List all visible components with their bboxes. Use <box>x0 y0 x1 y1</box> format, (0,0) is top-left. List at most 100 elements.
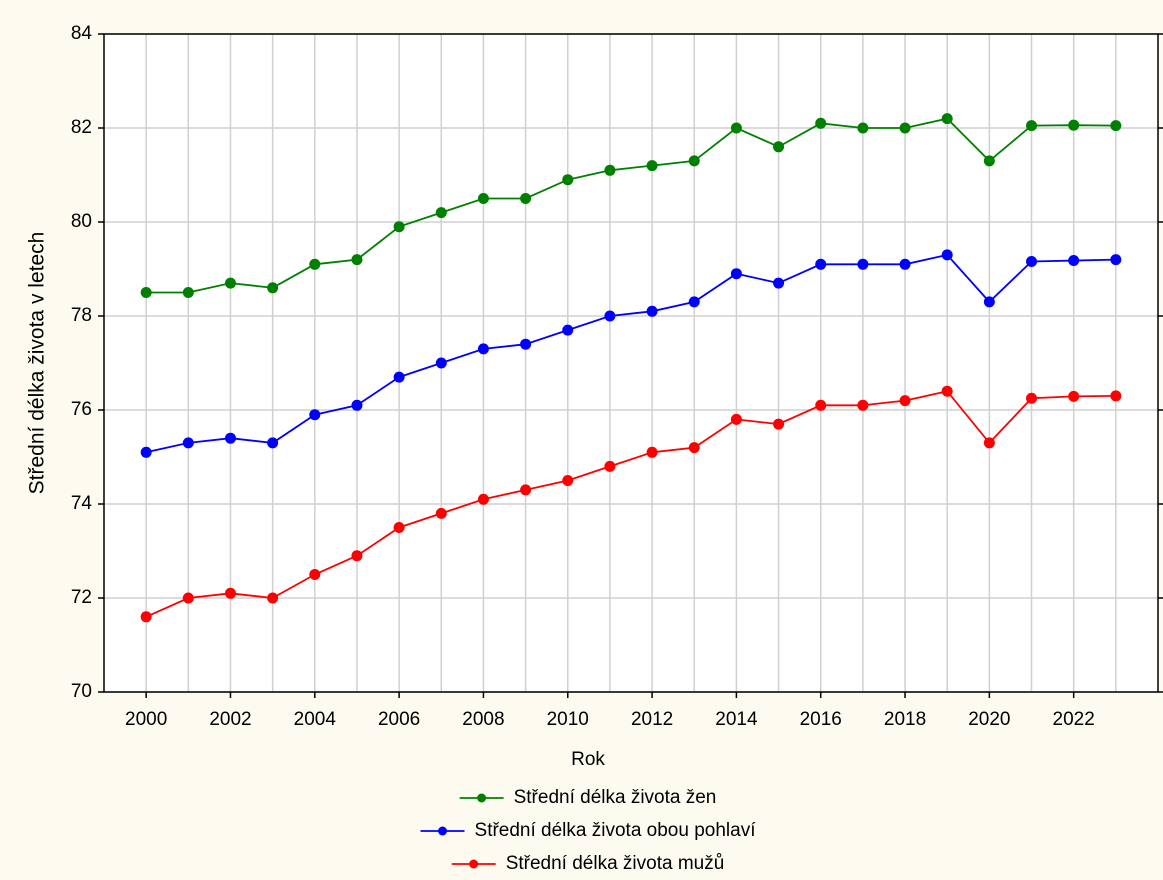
point <box>477 193 489 204</box>
point <box>309 409 321 421</box>
point <box>604 310 616 322</box>
point <box>857 258 869 270</box>
x-tick-label: 2006 <box>378 709 420 730</box>
point <box>520 193 532 204</box>
y-tick-label: 72 <box>71 587 92 608</box>
point <box>477 493 489 505</box>
series-line <box>146 117 1116 294</box>
point <box>140 287 152 298</box>
point <box>1026 120 1038 132</box>
legend-marker <box>469 859 479 869</box>
series-line <box>145 390 1116 618</box>
point <box>773 141 785 153</box>
point <box>562 324 574 336</box>
point <box>773 277 785 289</box>
point <box>604 164 616 176</box>
point <box>1026 392 1038 404</box>
x-tick-label: 2008 <box>462 709 504 730</box>
point <box>1068 119 1080 131</box>
point <box>646 446 658 458</box>
point <box>815 399 827 411</box>
point <box>435 507 447 519</box>
point <box>435 357 447 369</box>
point <box>899 122 911 134</box>
point <box>1110 390 1122 402</box>
x-tick-label: 2004 <box>294 709 337 730</box>
y-tick-label: 82 <box>71 117 92 138</box>
point <box>393 221 405 233</box>
point <box>520 338 532 350</box>
point <box>1110 120 1122 132</box>
point <box>562 475 574 486</box>
point <box>351 399 363 411</box>
x-tick-label: 2022 <box>1053 709 1095 730</box>
y-tick-label: 84 <box>71 23 93 44</box>
point <box>309 569 321 580</box>
point <box>309 258 321 270</box>
point <box>520 484 532 496</box>
point <box>267 592 279 604</box>
point <box>857 399 869 411</box>
point <box>646 160 658 172</box>
point <box>477 343 489 355</box>
point <box>182 437 194 449</box>
point <box>688 296 700 308</box>
point <box>1110 254 1122 266</box>
y-tick-label: 76 <box>71 399 92 420</box>
point <box>941 113 953 125</box>
x-tick-label: 2010 <box>547 709 589 730</box>
point <box>562 174 574 186</box>
point <box>1068 255 1080 267</box>
x-tick-label: 2002 <box>209 709 251 730</box>
x-tick-label: 2000 <box>125 709 167 730</box>
point <box>140 446 152 458</box>
y-tick-label: 70 <box>71 681 92 702</box>
legend-label: Střední délka života žen <box>514 787 717 808</box>
point <box>941 385 953 397</box>
point <box>688 442 700 454</box>
point <box>351 254 363 266</box>
point <box>182 592 194 604</box>
x-tick-label: 2018 <box>884 709 926 730</box>
point <box>646 305 658 317</box>
y-tick-label: 78 <box>71 305 92 326</box>
point <box>983 296 995 308</box>
point <box>983 437 995 449</box>
point <box>224 277 236 289</box>
point <box>267 282 279 294</box>
point <box>267 437 279 449</box>
x-tick-label: 2014 <box>715 709 758 730</box>
point <box>435 207 447 219</box>
legend-marker <box>438 826 448 836</box>
point <box>182 287 194 298</box>
point <box>393 371 405 383</box>
x-tick-label: 2016 <box>800 709 842 730</box>
point <box>1026 255 1038 267</box>
point <box>604 460 616 472</box>
point <box>351 550 363 562</box>
point <box>730 413 742 425</box>
plot-area <box>104 34 1158 692</box>
point <box>857 122 869 134</box>
point <box>1068 390 1080 402</box>
x-tick-label: 2020 <box>968 709 1010 730</box>
y-tick-label: 80 <box>71 211 92 232</box>
y-axis-label: Střední délka života v letech <box>26 232 49 495</box>
x-axis-label: Rok <box>571 749 605 770</box>
point <box>140 611 152 623</box>
point <box>730 122 742 134</box>
point <box>899 258 911 270</box>
point <box>815 258 827 270</box>
point <box>899 395 911 407</box>
point <box>224 587 236 599</box>
series-line <box>145 253 1116 454</box>
x-tick-label: 2012 <box>631 709 673 730</box>
legend-label: Střední délka života obou pohlaví <box>475 820 757 841</box>
point <box>688 155 700 167</box>
point <box>730 268 742 280</box>
point <box>773 418 785 430</box>
point <box>983 155 995 167</box>
point <box>815 117 827 129</box>
plot-border <box>103 33 1159 693</box>
